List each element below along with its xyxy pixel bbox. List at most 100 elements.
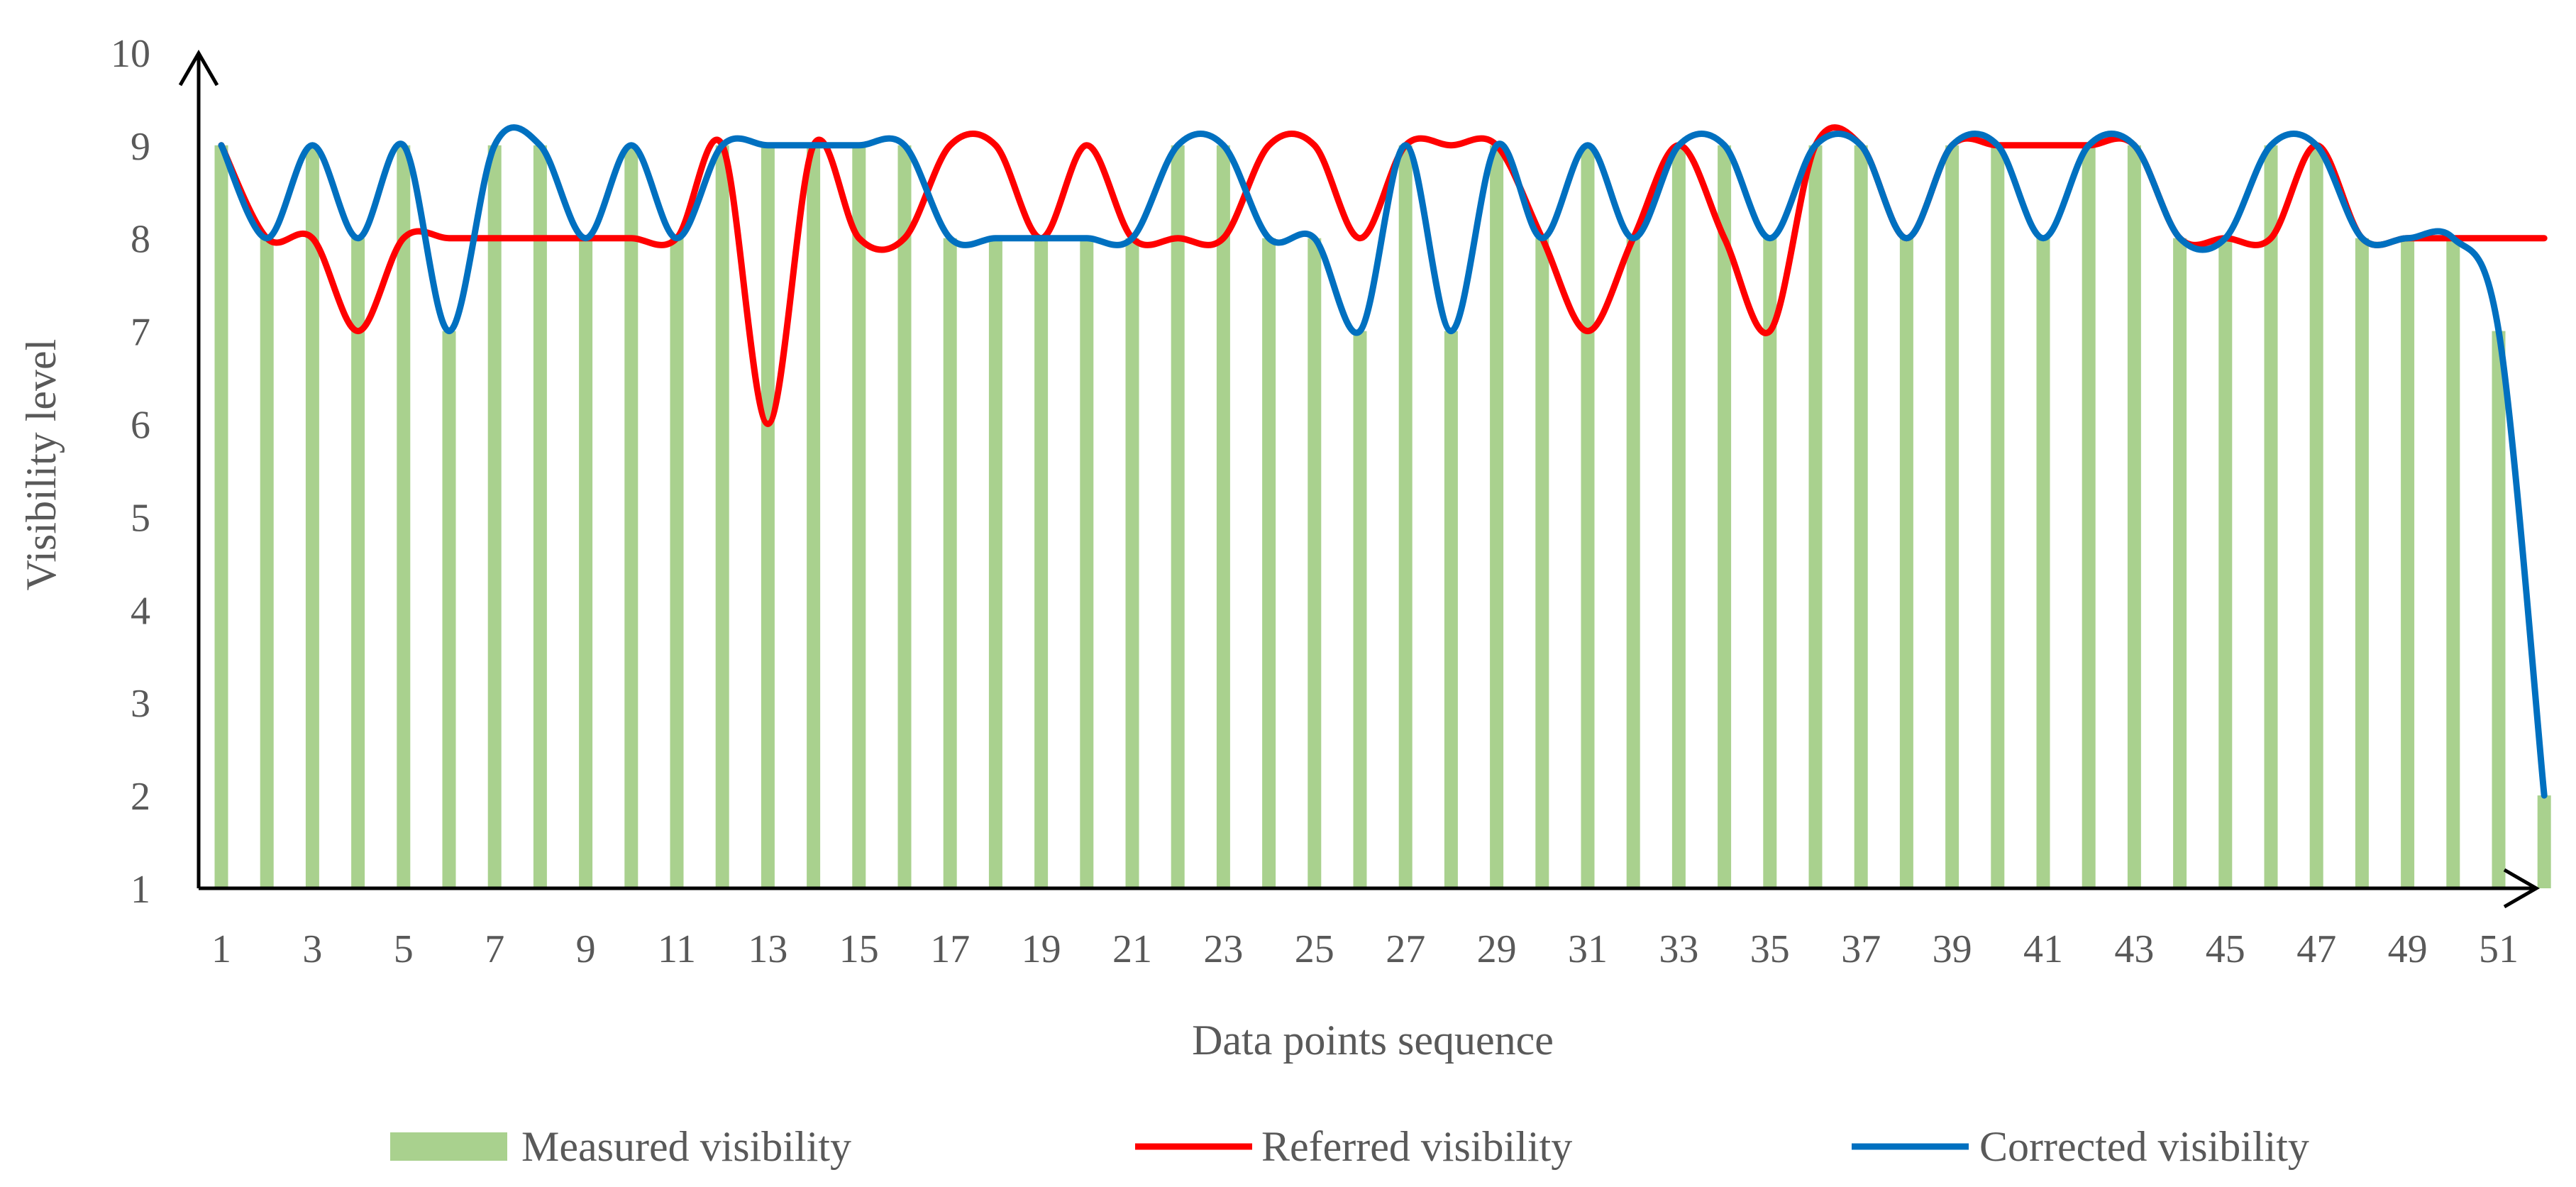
x-tick-label: 13 xyxy=(748,927,787,971)
x-tick-label: 35 xyxy=(1750,927,1790,971)
bar xyxy=(1899,238,1913,888)
x-tick-label: 7 xyxy=(485,927,504,971)
bar xyxy=(897,145,912,888)
x-axis-title: Data points sequence xyxy=(1192,1017,1554,1064)
x-tick-label: 39 xyxy=(1933,927,1972,971)
bar xyxy=(1581,145,1595,888)
bar xyxy=(1535,238,1549,888)
legend-label-corrected-visibility: Corrected visibility xyxy=(1979,1123,2309,1170)
bar xyxy=(214,145,228,888)
axes-layer xyxy=(178,50,2540,909)
x-tick-label: 41 xyxy=(2023,927,2063,971)
y-tick-label: 6 xyxy=(131,404,150,448)
bar xyxy=(1718,145,1732,888)
corrected-visibility-line xyxy=(218,124,2548,799)
bar xyxy=(2173,238,2187,888)
bar xyxy=(1125,238,1139,888)
x-tick-labels: 1 3 5 7 9 11 13 15 17 19 21 23 25 27 29 31 33 35 37 39 41 43 4… xyxy=(211,927,2519,971)
bar xyxy=(943,238,957,888)
legend-label-referred-visibility: Referred visibility xyxy=(1261,1123,1572,1170)
bar xyxy=(807,145,821,888)
x-tick-label: 33 xyxy=(1659,927,1698,971)
bar xyxy=(1854,145,1868,888)
bars-layer xyxy=(214,145,2551,889)
bar xyxy=(1763,238,1777,888)
x-tick-label: 47 xyxy=(2296,927,2336,971)
bar xyxy=(2355,238,2369,888)
x-tick-label: 23 xyxy=(1203,927,1243,971)
y-axis-title: Visibility level xyxy=(18,339,65,591)
bar xyxy=(2309,145,2323,888)
bar xyxy=(1398,145,1413,888)
bar xyxy=(988,238,1002,888)
x-tick-label: 1 xyxy=(211,927,231,971)
bar xyxy=(2218,238,2233,888)
bar xyxy=(852,145,866,888)
bar xyxy=(1490,145,1504,888)
bar xyxy=(1808,145,1823,888)
y-tick-label: 2 xyxy=(131,775,150,819)
x-tick-label: 9 xyxy=(576,927,596,971)
bar xyxy=(1671,145,1686,888)
y-tick-label: 1 xyxy=(131,868,150,912)
bar xyxy=(305,145,319,888)
x-tick-label: 15 xyxy=(839,927,879,971)
y-tick-label: 3 xyxy=(131,682,150,726)
bar xyxy=(2036,238,2050,888)
x-tick-label: 45 xyxy=(2206,927,2245,971)
y-tick-label: 7 xyxy=(131,311,150,355)
bar xyxy=(351,238,365,888)
bar xyxy=(1353,331,1367,889)
x-tick-label: 3 xyxy=(302,927,322,971)
x-tick-label: 37 xyxy=(1841,927,1881,971)
bar xyxy=(1216,145,1230,888)
bar xyxy=(533,145,547,888)
bar xyxy=(2264,145,2278,888)
bar xyxy=(2127,145,2141,888)
y-tick-label: 5 xyxy=(131,496,150,540)
y-axis-arrow xyxy=(178,50,219,87)
bar xyxy=(2446,238,2460,888)
y-tick-label: 8 xyxy=(131,218,150,262)
bar xyxy=(442,331,456,889)
bar xyxy=(1171,145,1185,888)
bar xyxy=(1626,238,1640,888)
legend-label-measured-visibility: Measured visibility xyxy=(521,1123,851,1170)
x-tick-label: 19 xyxy=(1022,927,1061,971)
y-tick-labels: 1 2 3 4 5 6 7 8 9 10 xyxy=(111,32,150,912)
x-tick-label: 31 xyxy=(1568,927,1608,971)
x-tick-label: 49 xyxy=(2388,927,2428,971)
bar xyxy=(670,238,684,888)
bar xyxy=(1262,238,1276,888)
bar xyxy=(487,145,502,888)
y-tick-label: 9 xyxy=(131,125,150,169)
bar xyxy=(2537,795,2551,888)
bar xyxy=(2082,145,2096,888)
x-tick-label: 17 xyxy=(930,927,970,971)
bar xyxy=(260,238,274,888)
bar xyxy=(715,145,729,888)
bar xyxy=(1080,238,1094,888)
bar xyxy=(1945,145,1959,888)
x-tick-label: 27 xyxy=(1386,927,1425,971)
bar xyxy=(397,145,411,888)
bar xyxy=(2492,331,2506,889)
x-tick-label: 21 xyxy=(1112,927,1152,971)
legend-swatch-measured-visibility xyxy=(390,1132,507,1161)
legend: Measured visibility Referred visibility Co… xyxy=(390,1123,2309,1170)
x-tick-label: 43 xyxy=(2114,927,2154,971)
bar xyxy=(624,145,639,888)
x-tick-label: 29 xyxy=(1477,927,1517,971)
y-tick-label: 4 xyxy=(131,589,150,633)
bar xyxy=(579,238,593,888)
bar xyxy=(761,145,775,888)
x-tick-label: 5 xyxy=(394,927,414,971)
bar xyxy=(1308,238,1322,888)
bar xyxy=(2401,238,2415,888)
x-tick-label: 11 xyxy=(658,927,696,971)
bar xyxy=(1444,331,1458,889)
lines-layer xyxy=(218,124,2548,799)
referred-visibility-line xyxy=(218,124,2548,427)
x-axis-arrow xyxy=(2503,868,2540,909)
